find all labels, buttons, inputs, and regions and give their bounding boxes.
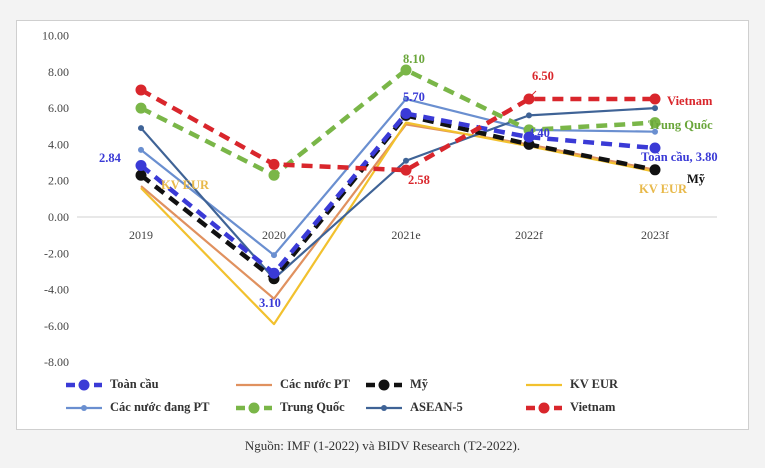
legend-item: Trung Quốc <box>234 400 345 415</box>
legend-swatch <box>236 383 272 386</box>
legend-item: KV EUR <box>524 377 618 392</box>
legend-swatch <box>366 404 402 411</box>
data-point <box>135 169 147 181</box>
y-tick-label: -2.00 <box>44 246 69 260</box>
series-line <box>139 67 656 178</box>
series-line <box>139 113 656 281</box>
y-tick-label: -4.00 <box>44 283 69 297</box>
legend-label: Trung Quốc <box>280 400 345 414</box>
data-point <box>135 84 147 96</box>
x-tick-label: 2023f <box>641 228 669 242</box>
end-label: Toàn cầu, 3.80 <box>641 150 718 164</box>
legend-swatch <box>66 379 102 390</box>
legend-label: Toàn cầu <box>110 377 159 391</box>
legend-label: Mỹ <box>410 377 429 391</box>
data-point <box>403 157 409 164</box>
legend-item: Mỹ <box>364 377 428 392</box>
legend-swatch <box>526 383 562 386</box>
data-point <box>400 164 412 176</box>
data-point <box>523 93 535 105</box>
data-label: KV EUR <box>161 178 210 192</box>
data-point <box>649 142 661 154</box>
series-line <box>140 121 656 326</box>
series-kv-eur <box>140 121 656 326</box>
end-label: Vietnam <box>667 94 713 108</box>
x-tick-label: 2019 <box>129 228 153 242</box>
legend-label: Các nước PT <box>280 377 350 391</box>
data-point <box>268 158 280 170</box>
data-point <box>268 267 280 279</box>
data-point <box>138 146 144 153</box>
data-label: 6.50 <box>532 69 554 83</box>
legend-label: Các nước đang PT <box>110 400 210 414</box>
legend-item: ASEAN-5 <box>364 400 463 415</box>
y-tick-label: -8.00 <box>44 355 69 369</box>
data-point <box>649 164 661 176</box>
data-label: 4.40 <box>528 126 550 140</box>
y-tick-label: 8.00 <box>48 65 69 79</box>
x-tick-label: 2020 <box>262 228 286 242</box>
end-label: Trung Quốc <box>648 118 713 132</box>
data-point <box>403 96 409 103</box>
label-leader <box>528 90 537 99</box>
series-vietnam <box>135 84 661 176</box>
y-tick-label: -6.00 <box>44 319 69 333</box>
legend-item: Toàn cầu <box>64 377 159 392</box>
legend-item: Các nước đang PT <box>64 400 210 415</box>
series-asean-5 <box>138 105 658 282</box>
legend-item: Vietnam <box>524 400 615 415</box>
chart-legend: Toàn cầu Các nước PT Mỹ KV EUR Các nước đang… <box>64 377 704 421</box>
legend-label: ASEAN-5 <box>410 400 463 414</box>
legend-label: Vietnam <box>570 400 616 414</box>
x-tick-label: 2022f <box>515 228 543 242</box>
source-note: Nguồn: IMF (1-2022) và BIDV Research (T2… <box>244 438 521 453</box>
legend-swatch <box>66 404 102 411</box>
x-tick-label: 2021e <box>391 228 420 242</box>
chart-area: 10.00 8.00 6.00 4.00 2.00 0.00 -2.00 -4.00 -6.00… <box>16 20 749 430</box>
data-point <box>138 125 144 132</box>
data-point <box>526 112 532 119</box>
data-point <box>649 93 661 105</box>
series-line <box>139 111 656 276</box>
end-label: Mỹ <box>687 172 706 186</box>
series-các-nước-đang-pt <box>138 96 658 259</box>
legend-swatch <box>526 402 562 413</box>
y-tick-label: 10.00 <box>42 29 69 43</box>
series-line <box>139 87 655 173</box>
data-label: 2.84 <box>99 151 122 165</box>
legend-item: Các nước PT <box>234 377 350 392</box>
y-tick-label: 2.00 <box>48 174 69 188</box>
data-point <box>271 252 277 259</box>
data-point <box>652 105 658 112</box>
legend-swatch <box>366 379 402 390</box>
y-tick-label: 4.00 <box>48 137 69 151</box>
y-tick-label: 0.00 <box>48 210 69 224</box>
line-chart: 10.00 8.00 6.00 4.00 2.00 0.00 -2.00 -4.00 -6.00… <box>42 29 718 370</box>
data-label: 2.58 <box>408 173 430 187</box>
series-trung-quốc <box>135 64 661 181</box>
legend-label: KV EUR <box>570 377 619 391</box>
data-point <box>135 102 147 114</box>
data-label: 3.10 <box>259 296 281 310</box>
data-point <box>523 131 535 143</box>
data-point <box>652 128 658 135</box>
data-point <box>649 117 661 129</box>
y-tick-label: 6.00 <box>48 101 69 115</box>
data-label: 5.70 <box>403 90 425 104</box>
series-toàn-cầu <box>135 108 661 279</box>
data-label: 8.10 <box>403 52 425 66</box>
data-point <box>400 108 412 120</box>
data-point <box>268 169 280 181</box>
end-label: KV EUR <box>639 182 688 196</box>
data-point <box>135 159 147 171</box>
legend-swatch <box>236 402 272 413</box>
data-point <box>400 64 412 76</box>
